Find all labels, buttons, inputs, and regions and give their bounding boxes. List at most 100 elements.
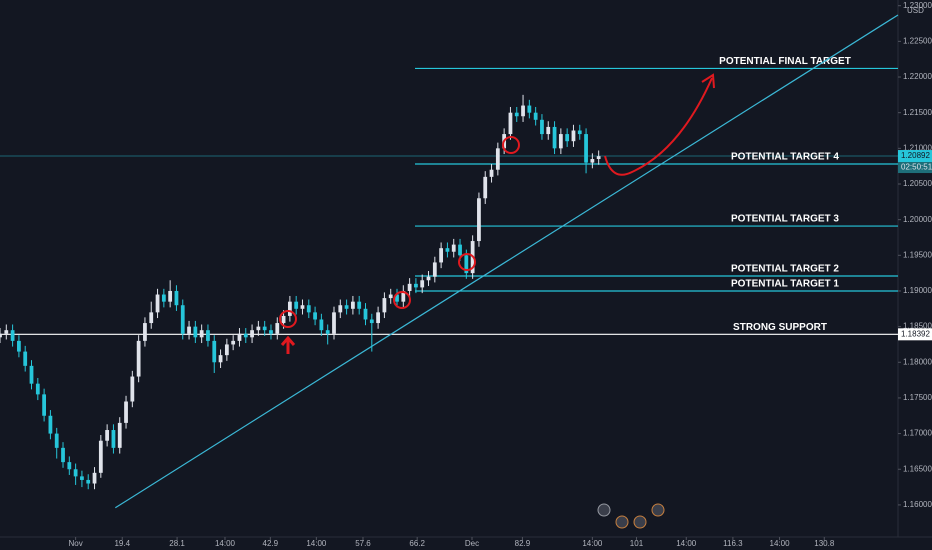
countdown-badge — [898, 162, 932, 174]
candle-body — [67, 462, 72, 470]
candle-body — [287, 301, 292, 316]
event-icon[interactable] — [633, 515, 647, 529]
candle-body — [388, 294, 393, 299]
y-tick-label: 1.16000 — [903, 500, 932, 509]
target-label: POTENTIAL TARGET 2 — [731, 264, 839, 275]
candle-body — [136, 340, 141, 377]
highlight-circle — [393, 291, 411, 309]
candle-body — [187, 326, 191, 334]
candle-body — [269, 330, 273, 334]
candle-body — [527, 105, 532, 113]
candle-body — [565, 134, 570, 142]
candle-body — [514, 112, 519, 117]
candle-body — [477, 198, 481, 242]
candle-body — [464, 255, 469, 274]
candle-body — [243, 333, 248, 338]
candle-body — [130, 376, 135, 402]
candle-body — [218, 355, 223, 363]
candle-body — [80, 476, 84, 480]
y-tick-label: 1.16500 — [903, 464, 932, 473]
y-tick-label: 1.18500 — [903, 322, 932, 331]
y-tick-label: 1.18000 — [903, 357, 932, 366]
candle-body — [508, 112, 513, 135]
event-icon[interactable] — [597, 503, 611, 517]
x-tick-label: Nov — [69, 539, 83, 548]
candle-body — [363, 308, 368, 320]
candle-body — [357, 301, 362, 309]
candle-body — [596, 156, 601, 160]
highlight-circle — [458, 253, 476, 271]
support-label: STRONG SUPPORT — [733, 322, 827, 333]
candle-body — [432, 262, 437, 277]
support-price-label: 1.18392 — [901, 329, 930, 338]
highlight-circle — [279, 310, 297, 328]
candle-body — [275, 323, 280, 334]
candle-body — [48, 415, 53, 434]
target-label: POTENTIAL TARGET 4 — [731, 152, 839, 163]
candle-body — [483, 176, 488, 199]
x-tick-label: 66.2 — [409, 539, 425, 548]
candle-body — [325, 330, 330, 334]
candle-body — [17, 340, 21, 352]
target-label: POTENTIAL FINAL TARGET — [719, 56, 851, 67]
candle-body — [584, 134, 588, 163]
candle-body — [344, 305, 349, 309]
candle-body — [376, 312, 380, 324]
y-tick-label: 1.20000 — [903, 215, 932, 224]
candle-body — [558, 134, 563, 149]
x-tick-label: 14:00 — [306, 539, 327, 548]
annotations — [279, 73, 715, 529]
candle-body — [224, 344, 229, 356]
candle-body — [143, 323, 147, 341]
highlight-circle — [502, 136, 520, 154]
candle-body — [313, 312, 317, 320]
y-tick-label: 1.20500 — [903, 179, 932, 188]
event-icon[interactable] — [615, 515, 629, 529]
candle-body — [401, 290, 406, 302]
candle-body — [111, 430, 116, 448]
candle-body — [73, 469, 78, 477]
candle-body — [382, 298, 387, 313]
currency-label: USD — [907, 6, 924, 15]
y-tick-label: 1.17500 — [903, 393, 932, 402]
candle-body — [149, 312, 154, 324]
candle-body — [294, 301, 299, 309]
target-label: POTENTIAL TARGET 1 — [731, 279, 839, 290]
candle-body — [42, 394, 47, 416]
trendline — [115, 14, 899, 509]
candle-body — [98, 440, 103, 473]
y-tick-label: 1.19000 — [903, 286, 932, 295]
candle-body — [10, 330, 15, 341]
candle-body — [319, 319, 324, 331]
candle-body — [571, 130, 576, 142]
countdown-label: 02:50:51 — [901, 163, 932, 172]
x-tick-label: 130.8 — [814, 539, 835, 548]
candle-body — [577, 130, 582, 135]
x-tick-label: 42.9 — [263, 539, 279, 548]
candle-body — [395, 294, 399, 302]
candle-body — [199, 330, 204, 338]
x-tick-label: 28.1 — [169, 539, 185, 548]
last-price-badge — [898, 150, 932, 163]
support-badge — [898, 328, 932, 341]
candle-body — [105, 430, 110, 441]
candle-body — [521, 105, 525, 117]
x-tick-label: 14:00 — [676, 539, 697, 548]
candle-body — [420, 280, 425, 288]
x-tick-label: 57.6 — [355, 539, 371, 548]
candle-body — [124, 401, 128, 423]
candle-body — [451, 244, 456, 252]
x-tick-label: Dec — [465, 539, 479, 548]
candle-body — [540, 119, 544, 135]
candle-body — [212, 340, 217, 363]
candle-body — [306, 305, 311, 313]
candle-body — [54, 433, 59, 448]
event-icon[interactable] — [651, 503, 665, 517]
y-tick-label: 1.21000 — [903, 143, 932, 152]
candle-body — [351, 301, 355, 309]
candle-body — [168, 290, 173, 302]
candle-body — [495, 148, 500, 170]
candle-body — [193, 326, 198, 338]
candle-body — [338, 305, 343, 313]
